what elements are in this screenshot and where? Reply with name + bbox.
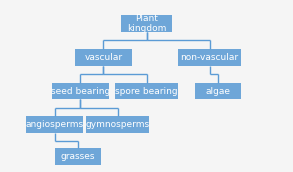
FancyBboxPatch shape [121,15,172,32]
Text: spore bearing: spore bearing [115,87,178,96]
Text: Plant
kingdom: Plant kingdom [127,14,166,33]
Text: non-vascular: non-vascular [180,53,239,62]
Text: seed bearing: seed bearing [51,87,110,96]
Text: angiosperms: angiosperms [25,120,84,129]
FancyBboxPatch shape [115,83,178,99]
Text: gymnosperms: gymnosperms [86,120,150,129]
FancyBboxPatch shape [26,116,83,133]
FancyBboxPatch shape [195,83,241,99]
FancyBboxPatch shape [86,116,149,133]
Text: algae: algae [206,87,231,96]
Text: grasses: grasses [60,152,95,161]
Text: vascular: vascular [84,53,122,62]
FancyBboxPatch shape [178,49,241,66]
FancyBboxPatch shape [75,49,132,66]
FancyBboxPatch shape [52,83,109,99]
FancyBboxPatch shape [54,148,100,165]
